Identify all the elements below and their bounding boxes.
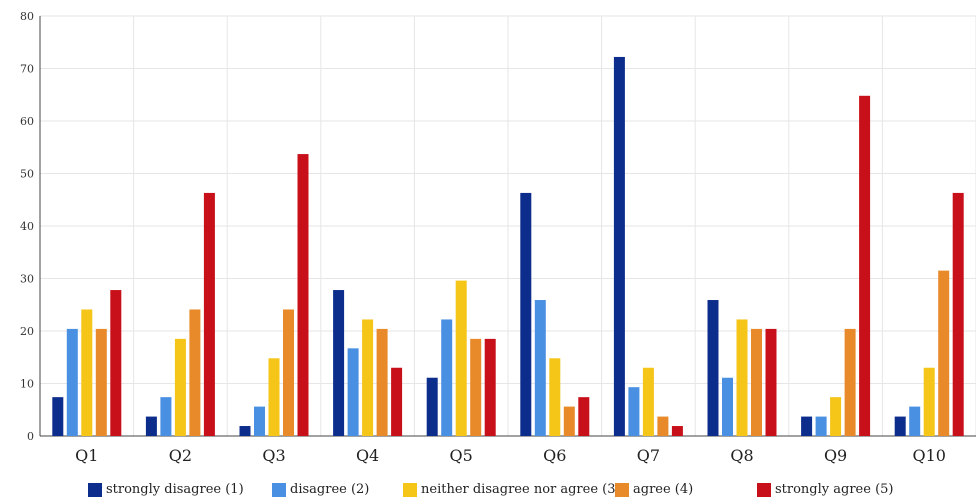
bar-q6-series-5 xyxy=(578,397,590,436)
legend-label: agree (4) xyxy=(633,482,694,497)
bar-q4-series-3 xyxy=(362,319,374,436)
bar-q3-series-5 xyxy=(297,154,309,436)
x-category-label: Q4 xyxy=(356,446,379,465)
bar-q10-series-1 xyxy=(894,416,906,436)
bar-q10-series-5 xyxy=(952,192,964,436)
legend-swatch xyxy=(757,482,771,497)
bar-q1-series-2 xyxy=(66,328,78,436)
y-tick-label: 10 xyxy=(20,378,34,391)
bar-q8-series-2 xyxy=(722,377,733,436)
legend-swatch xyxy=(272,482,286,497)
bar-q2-series-4 xyxy=(189,309,201,436)
bar-q8-series-4 xyxy=(751,328,762,436)
x-category-label: Q10 xyxy=(912,446,945,465)
y-axis-ticks: 0 10 20 30 40 50 60 70 80 xyxy=(20,10,34,443)
bar-q2-series-3 xyxy=(174,338,186,436)
x-category-label: Q9 xyxy=(824,446,847,465)
bar-q3-series-1 xyxy=(239,426,251,436)
y-tick-label: 20 xyxy=(20,325,34,338)
bar-q1-series-3 xyxy=(81,309,93,436)
legend-swatch xyxy=(615,482,629,497)
y-tick-label: 30 xyxy=(20,273,34,286)
legend-swatch xyxy=(88,482,102,497)
bar-chart: 0 10 20 30 40 50 60 70 80 Q1 Q2 Q3 Q4 Q5 Q6 Q7 Q8 Q9 Q10 xyxy=(20,10,976,465)
bar-q6-series-4 xyxy=(563,406,575,436)
legend-label: strongly agree (5) xyxy=(775,482,894,497)
bar-q4-series-5 xyxy=(391,367,403,436)
bar-q10-series-2 xyxy=(909,406,921,436)
bar-q8-series-5 xyxy=(765,328,777,436)
bar-q2-series-5 xyxy=(203,192,215,436)
bar-q3-series-4 xyxy=(283,309,294,436)
x-category-label: Q3 xyxy=(262,446,285,465)
bar-q10-series-3 xyxy=(923,367,935,436)
x-axis-labels: Q1 Q2 Q3 Q4 Q5 Q6 Q7 Q8 Q9 Q10 xyxy=(75,446,946,465)
bar-q9-series-3 xyxy=(830,397,842,436)
y-tick-label: 0 xyxy=(27,430,34,443)
y-tick-label: 50 xyxy=(20,168,34,181)
bar-q4-series-2 xyxy=(347,348,359,436)
legend-item: strongly agree (5) xyxy=(757,482,894,497)
bar-q6-series-3 xyxy=(549,358,561,436)
legend-item: neither disagree nor agree (3) xyxy=(403,482,621,497)
y-tick-label: 70 xyxy=(20,63,34,76)
bar-q3-series-3 xyxy=(268,358,280,436)
x-category-label: Q5 xyxy=(450,446,473,465)
bar-q6-series-1 xyxy=(520,192,532,436)
y-tick-label: 40 xyxy=(20,220,34,233)
bar-q1-series-4 xyxy=(95,328,107,436)
bar-q5-series-3 xyxy=(455,280,467,436)
bar-q1-series-1 xyxy=(52,397,64,436)
y-tick-label: 60 xyxy=(20,115,34,128)
bar-q9-series-1 xyxy=(801,416,813,436)
x-category-label: Q2 xyxy=(169,446,192,465)
legend-label: neither disagree nor agree (3) xyxy=(421,482,621,497)
bar-q5-series-1 xyxy=(426,377,438,436)
bar-q4-series-4 xyxy=(376,328,388,436)
legend-label: strongly disagree (1) xyxy=(106,482,244,497)
bar-q4-series-1 xyxy=(333,290,345,436)
legend: strongly disagree (1) disagree (2) neither… xyxy=(0,482,976,502)
x-category-label: Q8 xyxy=(730,446,753,465)
bar-q5-series-5 xyxy=(484,338,496,436)
bar-q6-series-2 xyxy=(534,300,546,436)
bar-q8-series-3 xyxy=(736,319,748,436)
legend-label: disagree (2) xyxy=(290,482,370,497)
bar-q7-series-2 xyxy=(628,387,640,436)
bar-q7-series-5 xyxy=(671,426,683,436)
y-tick-label: 80 xyxy=(20,10,34,23)
x-category-label: Q7 xyxy=(637,446,660,465)
bar-q9-series-4 xyxy=(844,328,856,436)
bar-q9-series-2 xyxy=(815,416,827,436)
bar-q7-series-3 xyxy=(642,367,654,436)
bar-q7-series-1 xyxy=(613,56,625,436)
grid-lines xyxy=(40,15,976,436)
bars xyxy=(52,56,964,437)
x-category-label: Q6 xyxy=(543,446,566,465)
bar-q2-series-2 xyxy=(160,397,172,436)
bar-q3-series-2 xyxy=(254,406,265,436)
legend-item: disagree (2) xyxy=(272,482,369,497)
bar-q2-series-1 xyxy=(145,416,157,436)
x-category-label: Q1 xyxy=(75,446,98,465)
bar-q10-series-4 xyxy=(938,270,950,436)
bar-q9-series-5 xyxy=(859,95,871,437)
bar-q8-series-1 xyxy=(707,300,719,436)
legend-swatch xyxy=(403,482,417,497)
bar-q1-series-5 xyxy=(110,290,122,436)
bar-q5-series-2 xyxy=(441,319,453,436)
legend-item: agree (4) xyxy=(615,482,693,497)
legend-item: strongly disagree (1) xyxy=(88,482,244,497)
bar-q7-series-4 xyxy=(657,416,669,436)
bar-q5-series-4 xyxy=(470,338,482,436)
